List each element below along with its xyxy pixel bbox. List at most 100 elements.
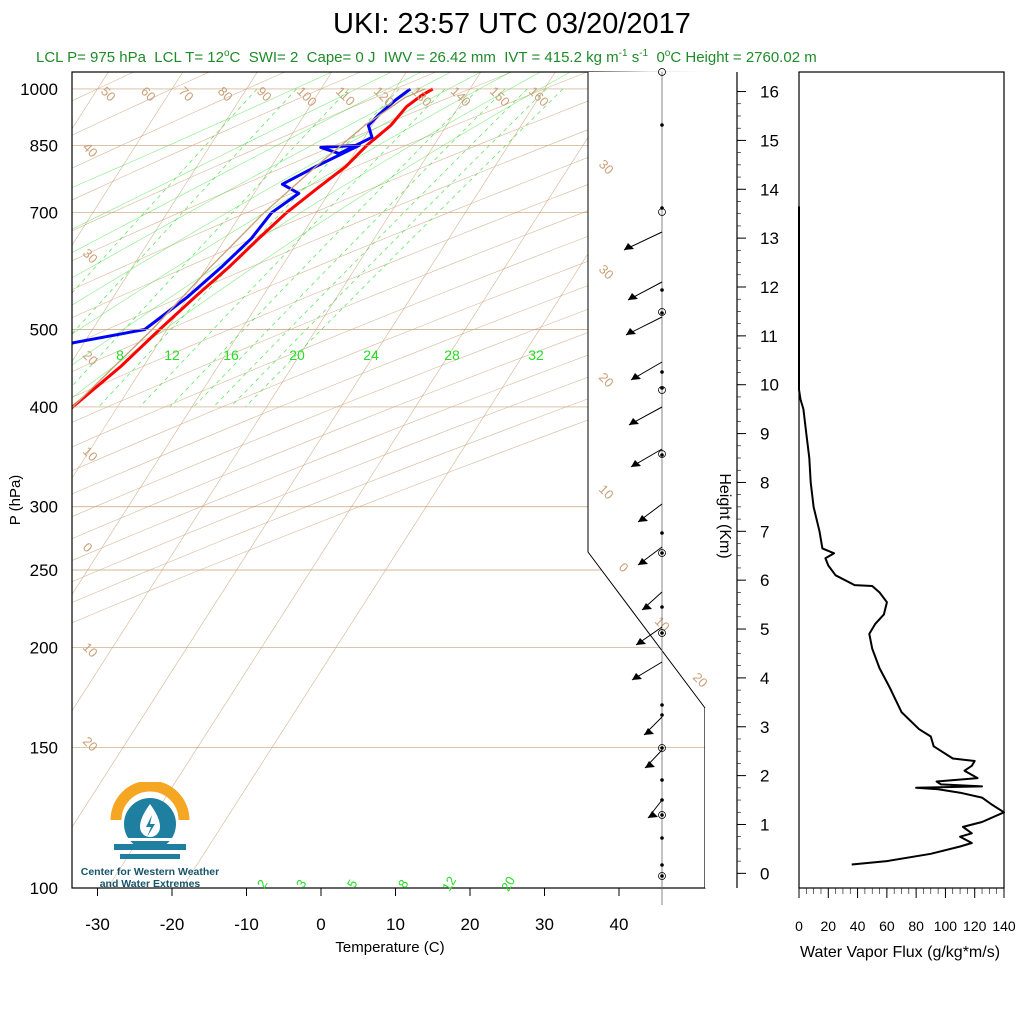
barb-circle xyxy=(658,450,666,458)
barb-circle xyxy=(658,872,666,880)
mixing-ratio-label: 32 xyxy=(528,347,544,363)
mixing-ratio-line xyxy=(139,88,446,408)
height-axis-title: Height (Km) xyxy=(716,473,733,558)
moist-adiabat-line xyxy=(72,72,422,254)
barb-mask xyxy=(588,71,706,888)
flux-tick-label: 60 xyxy=(879,918,895,934)
isotherm-line xyxy=(72,72,482,712)
wind-barb-flag xyxy=(636,638,646,645)
isotherm-label: 70 xyxy=(176,84,197,105)
barb-circle xyxy=(658,549,666,557)
height-tick-label: 16 xyxy=(760,83,779,102)
mixing-ratio-label: 20 xyxy=(498,874,518,894)
isotherm-line xyxy=(72,72,556,828)
temperature-tick-label: -20 xyxy=(160,915,185,934)
pressure-tick-label: 300 xyxy=(30,498,58,517)
barb-dot xyxy=(660,874,664,878)
moist-adiabat-line xyxy=(72,72,481,306)
temperature-tick-label: -10 xyxy=(234,915,259,934)
height-tick-label: 14 xyxy=(760,180,779,199)
barb-dot xyxy=(660,370,664,374)
moist-adiabat-line xyxy=(72,72,571,399)
pressure-tick-label: 100 xyxy=(30,879,58,898)
barb-dot xyxy=(660,703,664,707)
isotherm-label: 50 xyxy=(98,84,119,105)
dry-adiabat-line xyxy=(72,139,705,398)
flux-tick-label: 120 xyxy=(963,918,987,934)
height-tick-label: 12 xyxy=(760,278,779,297)
barb-dot xyxy=(660,551,664,555)
wind-barb-flag xyxy=(648,811,658,818)
height-tick-label: 0 xyxy=(760,864,769,883)
height-tick-label: 7 xyxy=(760,522,769,541)
mixing-ratio-label: 12 xyxy=(439,874,459,894)
wind-barb-flag xyxy=(631,373,641,380)
parcel-profile-line xyxy=(72,88,426,409)
pressure-tick-label: 500 xyxy=(30,320,58,339)
dry-adiabat-line xyxy=(72,72,361,201)
temperature-tick-label: 0 xyxy=(316,915,325,934)
isotherm-line xyxy=(107,72,631,888)
mixing-ratio-label: 8 xyxy=(116,347,124,363)
barb-circle xyxy=(658,811,666,819)
isotherm-line xyxy=(72,72,407,595)
barb-dot xyxy=(660,713,664,717)
temperature-profile-line xyxy=(72,87,434,410)
pressure-tick-label: 700 xyxy=(30,204,58,223)
mixing-ratio-label: 24 xyxy=(363,347,379,363)
height-tick-label: 4 xyxy=(760,669,769,688)
moist-adiabat-line xyxy=(72,72,392,230)
temperature-tick-label: 20 xyxy=(461,915,480,934)
isotherm-line xyxy=(72,72,333,479)
barb-dot xyxy=(660,605,664,609)
isotherm-line xyxy=(72,72,184,246)
dry-adiabat-line xyxy=(72,72,512,262)
dry-adiabat-line xyxy=(72,265,705,517)
mixing-ratio-label: 12 xyxy=(164,347,180,363)
moist-adiabat-line xyxy=(72,72,452,279)
dry-adiabat-line xyxy=(72,241,705,495)
dry-adiabat-line xyxy=(72,166,705,423)
pressure-tick-label: 400 xyxy=(30,398,58,417)
height-tick-label: 13 xyxy=(760,229,779,248)
skewt-grid xyxy=(72,72,705,888)
dry-adiabat-line xyxy=(72,191,705,448)
height-tick-label: 11 xyxy=(760,327,778,346)
flux-tick-label: 100 xyxy=(934,918,958,934)
isotherm-label: 20 xyxy=(80,348,101,369)
pressure-tick-label: 850 xyxy=(30,136,58,155)
height-tick-label: 3 xyxy=(760,718,769,737)
height-tick-label: 1 xyxy=(760,815,769,834)
wind-barb-flag xyxy=(629,418,639,425)
lcl-pressure: LCL P= 975 hPa xyxy=(36,49,146,66)
barb-dot xyxy=(660,311,664,315)
barb-dot xyxy=(660,386,664,390)
temperature-tick-label: 30 xyxy=(535,915,554,934)
wind-barb-flag xyxy=(624,243,634,250)
temperature-tick-label: 10 xyxy=(386,915,405,934)
isotherm-label: 110 xyxy=(333,84,358,109)
isotherm-label: 60 xyxy=(138,84,159,105)
x-axis-title: Temperature (C) xyxy=(335,939,444,956)
barb-circle xyxy=(658,629,666,637)
dry-adiabat-line xyxy=(72,72,588,291)
dry-adiabat-line xyxy=(72,355,705,603)
flux-tick-label: 80 xyxy=(908,918,924,934)
height-tick-label: 5 xyxy=(760,620,769,639)
iwv-value: IWV = 26.42 mm xyxy=(383,49,496,66)
isotherm-label: 90 xyxy=(254,84,275,105)
isotherm-label: 20 xyxy=(80,734,101,755)
barb-dot xyxy=(660,778,664,782)
barb-boundary xyxy=(587,72,706,709)
barb-dot xyxy=(660,836,664,840)
flux-frame xyxy=(798,71,1005,889)
barb-circle xyxy=(658,208,666,216)
ivt-value: IVT = 415.2 kg m-1 s-1 xyxy=(504,48,649,66)
barb-dot xyxy=(660,123,664,127)
height-tick-label: 2 xyxy=(760,767,769,786)
barb-dot xyxy=(660,813,664,817)
barb-dot xyxy=(660,631,664,635)
barb-dot xyxy=(660,453,664,457)
